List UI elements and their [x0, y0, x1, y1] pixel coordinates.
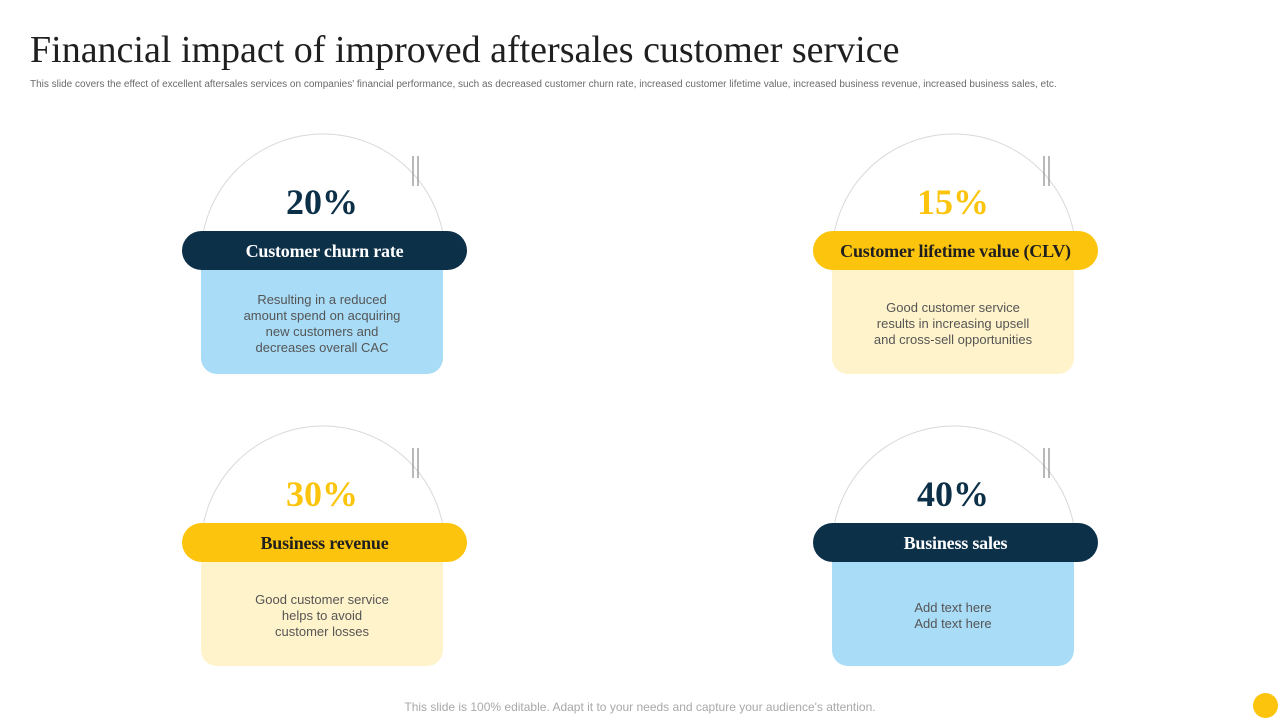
- card-percent: 40%: [853, 472, 1053, 516]
- label-pill: Customer lifetime value (CLV): [813, 231, 1098, 270]
- label-pill: Business revenue: [182, 523, 467, 562]
- card-label: Customer churn rate: [246, 241, 404, 261]
- metric-card-churn-rate: Resulting in a reduced amount spend on a…: [182, 128, 472, 378]
- card-percent: 20%: [222, 180, 422, 224]
- slide-subtitle: This slide covers the effect of excellen…: [30, 78, 1250, 91]
- card-description: Good customer service helps to avoid cus…: [255, 592, 389, 640]
- card-label: Business sales: [904, 533, 1008, 553]
- card-description: Resulting in a reduced amount spend on a…: [244, 292, 401, 356]
- label-pill: Customer churn rate: [182, 231, 467, 270]
- description-box: Add text here Add text here: [832, 548, 1074, 666]
- description-box: Good customer service results in increas…: [832, 256, 1074, 374]
- card-label: Customer lifetime value (CLV): [840, 241, 1071, 261]
- metric-card-clv: Good customer service results in increas…: [813, 128, 1103, 378]
- slide-title: Financial impact of improved aftersales …: [30, 26, 899, 74]
- description-box: Good customer service helps to avoid cus…: [201, 548, 443, 666]
- metric-card-business-sales: Add text here Add text here Business sal…: [813, 420, 1103, 670]
- description-box: Resulting in a reduced amount spend on a…: [201, 256, 443, 374]
- card-label: Business revenue: [261, 533, 389, 553]
- slide-footer-note: This slide is 100% editable. Adapt it to…: [300, 700, 980, 714]
- metric-card-business-revenue: Good customer service helps to avoid cus…: [182, 420, 472, 670]
- card-description: Add text here Add text here: [914, 600, 991, 632]
- card-description: Good customer service results in increas…: [874, 300, 1032, 348]
- corner-dot-decoration: [1253, 693, 1278, 718]
- card-percent: 30%: [222, 472, 422, 516]
- label-pill: Business sales: [813, 523, 1098, 562]
- card-percent: 15%: [853, 180, 1053, 224]
